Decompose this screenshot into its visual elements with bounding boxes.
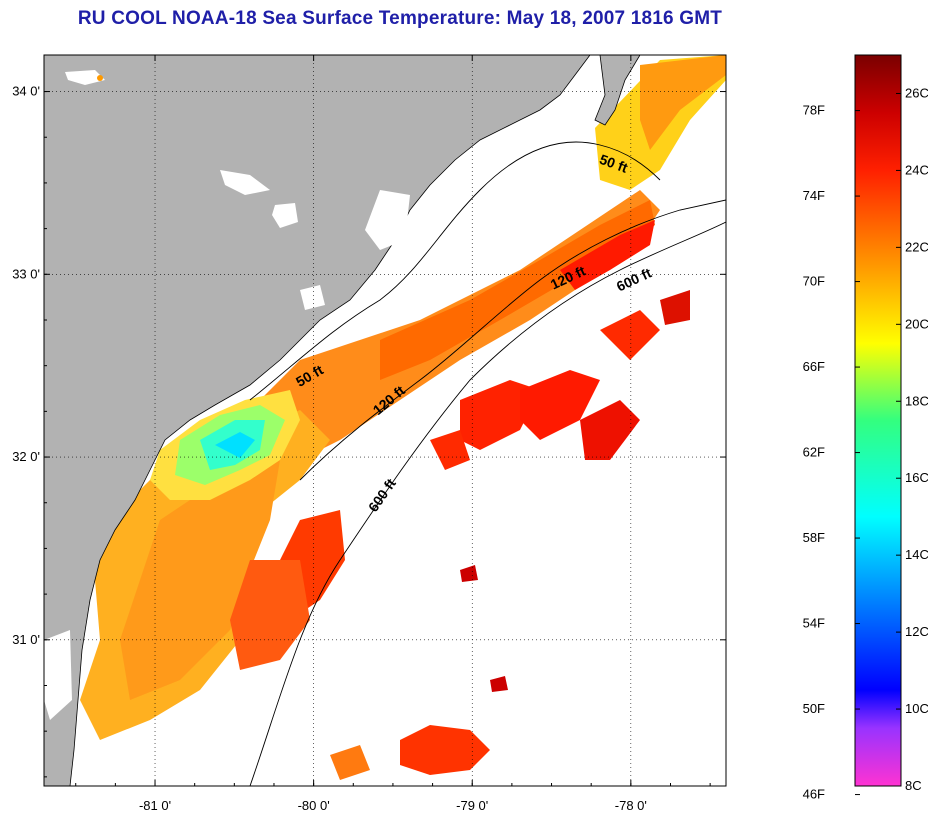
fahrenheit-label: 54F bbox=[803, 616, 825, 631]
lat-tick-label: 34 0' bbox=[12, 84, 40, 99]
celsius-label: 16C bbox=[905, 470, 928, 485]
fahrenheit-label: 46F bbox=[803, 787, 825, 802]
fahrenheit-label: 58F bbox=[803, 530, 825, 545]
lat-tick-label: 33 0' bbox=[12, 266, 40, 281]
cloud-mask bbox=[44, 70, 410, 720]
colorbar-labels: 26C 24C 22C 20C 18C 16C 14C 12C 10C 8C 78F 74F 70F 66… bbox=[803, 85, 928, 801]
colorbar bbox=[854, 54, 902, 787]
fahrenheit-label: 70F bbox=[803, 274, 825, 289]
map-frame bbox=[43, 54, 727, 787]
contour-120ft bbox=[299, 199, 726, 481]
lat-tick-label: 31 0' bbox=[12, 632, 40, 647]
land-mass bbox=[44, 55, 591, 786]
fahrenheit-label: 50F bbox=[803, 701, 825, 716]
fahrenheit-label: 74F bbox=[803, 188, 825, 203]
fahrenheit-label: 66F bbox=[803, 359, 825, 374]
lat-tick-label: 32 0' bbox=[12, 449, 40, 464]
graticule bbox=[44, 55, 726, 786]
contour-50ft bbox=[249, 141, 661, 401]
fahrenheit-label: 62F bbox=[803, 445, 825, 460]
lon-tick-label: -81 0' bbox=[139, 798, 171, 813]
celsius-label: 18C bbox=[905, 393, 928, 408]
celsius-label: 8C bbox=[905, 778, 922, 793]
celsius-label: 12C bbox=[905, 624, 928, 639]
lon-tick-label: -78 0' bbox=[615, 798, 647, 813]
axis-ticks: -81 0' -80 0' -79 0' -78 0' 34 0' 33 0' 32 0' 3… bbox=[12, 55, 726, 813]
celsius-label: 26C bbox=[905, 85, 928, 100]
celsius-label: 10C bbox=[905, 701, 928, 716]
celsius-label: 22C bbox=[905, 239, 928, 254]
celsius-label: 20C bbox=[905, 316, 928, 331]
lon-tick-label: -79 0' bbox=[456, 798, 488, 813]
celsius-label: 14C bbox=[905, 547, 928, 562]
chart-title: RU COOL NOAA-18 Sea Surface Temperature:… bbox=[77, 8, 723, 29]
celsius-label: 24C bbox=[905, 162, 928, 177]
warm-pixel bbox=[97, 75, 103, 81]
lon-tick-label: -80 0' bbox=[298, 798, 330, 813]
outer-banks bbox=[594, 55, 641, 126]
fahrenheit-label: 78F bbox=[803, 103, 825, 118]
